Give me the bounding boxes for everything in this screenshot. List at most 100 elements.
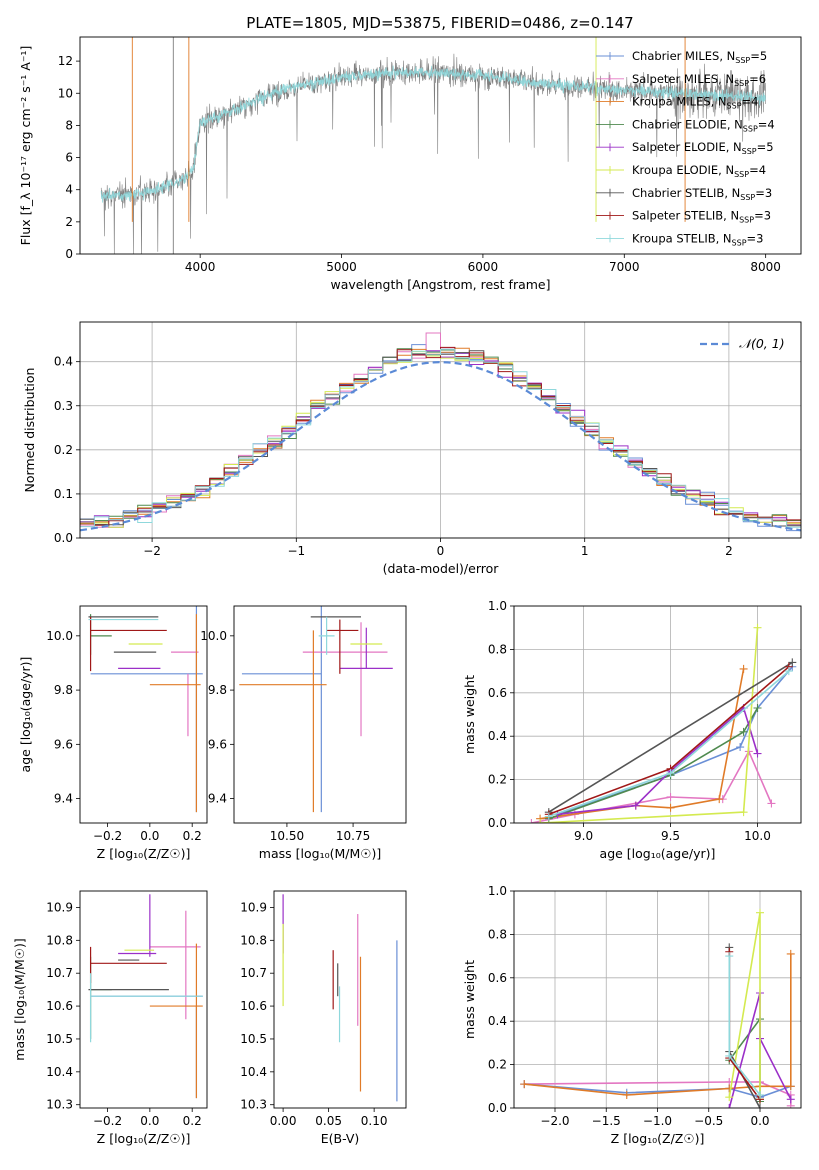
y-tick-label: 0.6 xyxy=(488,686,507,700)
x-tick-label: 1 xyxy=(581,544,589,558)
x-tick-label: 0 xyxy=(437,544,445,558)
plot-area xyxy=(239,606,393,813)
y-tick-label: 0.6 xyxy=(488,971,507,985)
y-tick-label: 9.6 xyxy=(208,737,227,751)
weight-marker xyxy=(725,1093,734,1102)
weight-marker xyxy=(666,792,675,801)
weight-marker xyxy=(788,658,797,667)
legend-subscript: SSP xyxy=(742,147,757,156)
x-axis-label: mass [log₁₀(M/M☉)] xyxy=(259,846,381,861)
x-tick-label: 0.2 xyxy=(183,1114,202,1128)
plot-area xyxy=(88,606,203,813)
legend-entry: Chabrier STELIB, NSSP=3 xyxy=(632,186,772,202)
x-tick-label: −1.0 xyxy=(643,1114,672,1128)
weight-line xyxy=(728,912,761,1100)
weight-line xyxy=(728,947,761,1108)
plot-area xyxy=(514,891,801,1108)
legend-entry: Chabrier MILES, NSSP=5 xyxy=(632,49,767,65)
legend-entry: Kroupa STELIB, NSSP=3 xyxy=(632,231,763,247)
x-tick-label: −1 xyxy=(287,544,305,558)
x-tick-label: 8000 xyxy=(750,260,781,274)
weight-marker xyxy=(756,908,764,917)
weight-line xyxy=(548,661,793,813)
x-tick-label: 7000 xyxy=(609,260,640,274)
x-tick-label: 6000 xyxy=(468,260,499,274)
legend-subscript: SSP xyxy=(727,102,742,111)
y-tick-label: 9.8 xyxy=(54,683,73,697)
weight-marker xyxy=(622,1090,631,1099)
weight-marker xyxy=(739,808,748,817)
weight-marker xyxy=(753,703,762,712)
x-axis-label: wavelength [Angstrom, rest frame] xyxy=(330,277,550,292)
legend-subscript: SSP xyxy=(732,238,747,247)
x-tick-label: 9.0 xyxy=(574,829,593,843)
y-axis-label: Flux [f_λ 10⁻¹⁷ erg cm⁻² s⁻¹ A⁻¹] xyxy=(18,46,33,246)
axes-frame xyxy=(79,890,208,1109)
x-axis-label: age [log₁₀(age/yr)] xyxy=(600,846,716,861)
y-axis-label: mass weight xyxy=(462,675,477,754)
weight-marker xyxy=(666,803,675,812)
legend-entry: Salpeter STELIB, NSSP=3 xyxy=(632,209,771,225)
plot-area xyxy=(80,322,801,538)
y-tick-label: 0.4 xyxy=(54,355,73,369)
legend-suffix: =6 xyxy=(749,72,766,86)
observed-spectrum xyxy=(100,53,766,254)
legend-subscript: SSP xyxy=(734,170,749,179)
legend-suffix: =4 xyxy=(758,117,775,131)
weight-line xyxy=(524,953,792,1096)
y-tick-label: 10.5 xyxy=(46,1032,73,1046)
legend-entry: Salpeter ELODIE, NSSP=5 xyxy=(632,140,774,156)
panel-age-vs-Z: −0.2 0.0 0.2 9.4 9.6 9.8 10.0 Z [log₁₀(Z/Z☉)] ag… xyxy=(18,605,208,861)
weight-marker xyxy=(736,743,745,752)
y-tick-label: 10.4 xyxy=(46,1065,73,1079)
x-tick-label: 4000 xyxy=(185,260,216,274)
y-tick-label: 0.2 xyxy=(54,443,73,457)
weight-marker xyxy=(786,1082,795,1091)
y-tick-label: 12 xyxy=(58,54,73,68)
y-tick-label: 0 xyxy=(65,247,73,261)
errorbar-point xyxy=(89,614,112,655)
axes-frame xyxy=(79,36,802,255)
y-tick-label: 0.0 xyxy=(488,1101,507,1115)
panel-spectrum: 4000 5000 6000 7000 8000 0 2 4 6 8 10 12 wavelength … xyxy=(18,36,802,292)
panel-weight-vs-age: 9.0 9.5 10.0 0.0 0.2 0.4 0.6 0.8 1.0 age [log₁₀(a… xyxy=(462,599,802,861)
y-tick-label: 0.3 xyxy=(54,399,73,413)
y-tick-label: 2 xyxy=(65,215,73,229)
legend-entry: 𝒩(0, 1) xyxy=(739,336,785,351)
weight-marker xyxy=(544,812,553,821)
y-tick-label: 10.7 xyxy=(240,966,267,980)
x-axis-label: Z [log₁₀(Z/Z☉)] xyxy=(97,846,191,861)
x-tick-label: −0.5 xyxy=(694,1114,723,1128)
y-tick-label: 9.4 xyxy=(54,792,73,806)
y-tick-label: 10.3 xyxy=(46,1098,73,1112)
y-tick-label: 0.8 xyxy=(488,642,507,656)
x-tick-label: 10.50 xyxy=(270,829,304,843)
x-tick-label: 0.2 xyxy=(183,829,202,843)
y-tick-label: 9.8 xyxy=(208,683,227,697)
axes-frame xyxy=(513,605,802,824)
panel-mass-vs-EBV: 0.00 0.05 0.10 10.3 10.4 10.5 10.6 10.7 10.8 10.9… xyxy=(240,890,407,1146)
legend-subscript: SSP xyxy=(735,56,750,65)
x-tick-label: 0.0 xyxy=(750,1114,769,1128)
y-tick-label: 10.3 xyxy=(240,1098,267,1112)
weight-marker xyxy=(756,1104,764,1108)
y-tick-label: 9.6 xyxy=(54,737,73,751)
y-tick-label: 4 xyxy=(65,183,73,197)
weight-marker xyxy=(739,664,748,673)
y-tick-label: 6 xyxy=(65,151,73,165)
x-axis-label: Z [log₁₀(Z/Z☉)] xyxy=(611,1131,705,1146)
x-tick-label: 9.5 xyxy=(661,829,680,843)
y-axis-label: mass [log₁₀(M/M☉)] xyxy=(12,938,27,1060)
legend-suffix: =3 xyxy=(754,209,771,223)
weight-marker xyxy=(536,819,545,823)
x-tick-label: 10.75 xyxy=(336,829,370,843)
y-tick-label: 10.6 xyxy=(240,999,267,1013)
y-tick-label: 10.0 xyxy=(200,629,227,643)
weight-line xyxy=(539,668,745,820)
legend-entry: Salpeter MILES, NSSP=6 xyxy=(632,72,766,88)
legend-entry: Kroupa ELODIE, NSSP=4 xyxy=(632,163,766,179)
weight-marker xyxy=(715,795,724,804)
x-tick-label: 0.0 xyxy=(140,1114,159,1128)
weight-marker xyxy=(767,799,776,808)
